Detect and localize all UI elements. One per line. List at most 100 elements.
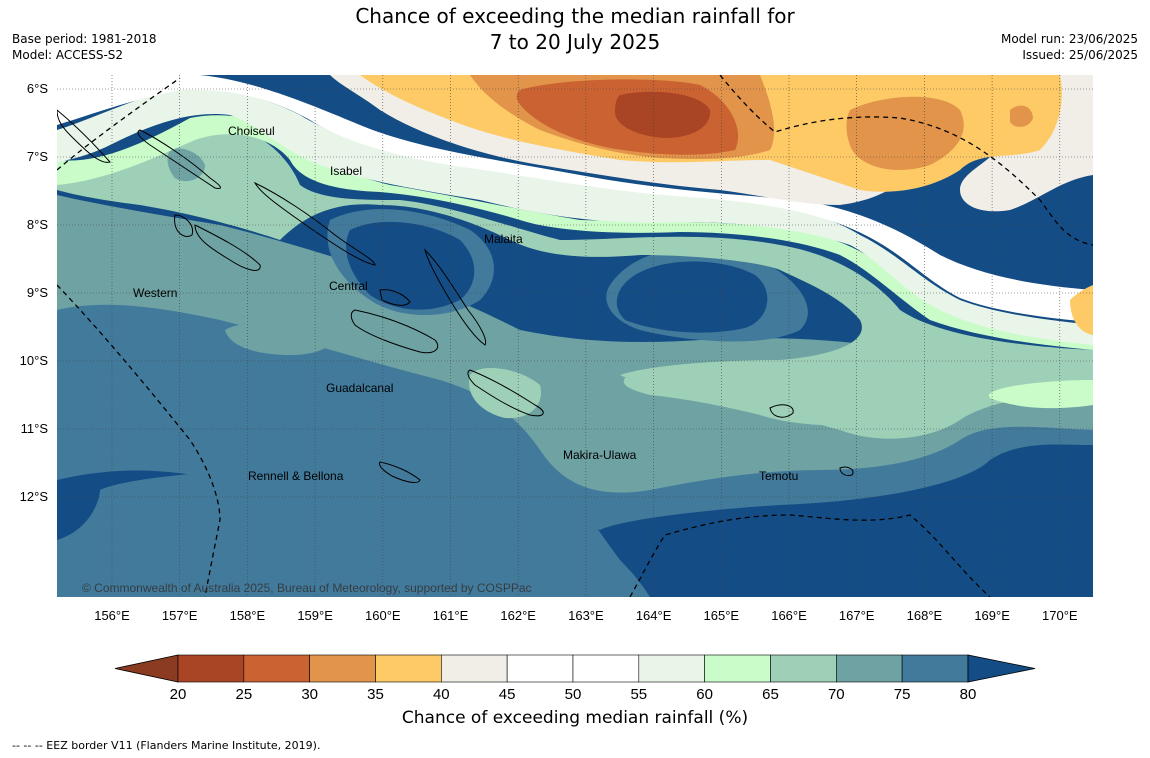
eez-footnote: -- -- -- EEZ border V11 (Flanders Marine…: [12, 739, 321, 752]
colorbar-swatch: [770, 654, 837, 683]
meta-left: Base period: 1981-2018 Model: ACCESS-S2: [12, 31, 157, 63]
band-35-east: [846, 96, 964, 170]
colorbar-swatch: [572, 654, 640, 683]
band-25: [615, 91, 711, 138]
band-75-center: [616, 261, 768, 333]
latitude-axis: 6°S 7°S 8°S 9°S 10°S 11°S 12°S: [20, 81, 49, 504]
colorbar: 20 25 30 35 40 45 50 55 60 65 70 75 80: [114, 654, 1036, 703]
island-vanikoro: [839, 466, 854, 476]
lat-tick-label: 10°S: [20, 353, 49, 368]
lat-tick-label: 8°S: [27, 217, 48, 232]
region-label-guadalcanal: Guadalcanal: [326, 381, 393, 395]
island-vella: [174, 214, 194, 237]
band-80-west-center: [346, 221, 475, 310]
meta-right: Model run: 23/06/2025 Issued: 25/06/2025: [1001, 31, 1138, 63]
colorbar-tick-label: 75: [894, 686, 911, 703]
region-label-malaita: Malaita: [484, 232, 523, 246]
model-run: Model run: 23/06/2025: [1000, 32, 1138, 46]
band-65-guadal: [469, 367, 541, 419]
island-new-georgia: [194, 224, 261, 271]
colorbar-swatch: [704, 654, 771, 683]
island-makira: [467, 369, 544, 417]
map-panel: Choiseul Isabel Malaita Western Central …: [57, 75, 1093, 597]
colorbar-low-extension: [114, 654, 179, 683]
base-period: Base period: 1981-2018: [12, 32, 157, 46]
colorbar-high-extension: [967, 654, 1036, 683]
island-rennell: [379, 461, 421, 484]
lon-tick-label: 157°E: [162, 608, 198, 623]
band-60: [57, 115, 1093, 409]
title-line-2: 7 to 20 July 2025: [489, 30, 661, 54]
colorbar-swatch: [243, 654, 310, 683]
copyright-notice: © Commonwealth of Australia 2025, Bureau…: [82, 581, 532, 595]
region-label-central: Central: [329, 279, 368, 293]
colorbar-label: Chance of exceeding median rainfall (%): [401, 708, 749, 728]
band-35-dot: [1010, 105, 1033, 127]
issued-date: Issued: 25/06/2025: [1022, 48, 1138, 62]
colorbar-swatch: [901, 654, 969, 683]
lon-tick-label: 158°E: [230, 608, 266, 623]
colorbar-swatch: [638, 654, 705, 683]
band-70-inset-2: [167, 148, 205, 182]
band-40-east: [1070, 285, 1093, 335]
region-label-isabel: Isabel: [330, 164, 362, 178]
lat-tick-label: 7°S: [27, 149, 48, 164]
colorbar-tick-label: 25: [235, 686, 252, 703]
colorbar-swatch: [441, 654, 508, 683]
lon-tick-label: 159°E: [297, 608, 333, 623]
colorbar-tick-label: 45: [499, 686, 516, 703]
island-malaita: [424, 248, 487, 346]
colorbar-swatch: [506, 654, 574, 683]
lon-tick-label: 170°E: [1042, 608, 1078, 623]
colorbar-swatch: [309, 654, 376, 683]
eez-border-northwest: [57, 77, 181, 171]
band-50-white: [57, 75, 1093, 322]
region-label-rennell-bellona: Rennell & Bellona: [248, 469, 344, 483]
graticule: [57, 75, 1093, 597]
colorbar-tick-label: 40: [433, 686, 450, 703]
lon-tick-label: 165°E: [704, 608, 740, 623]
colorbar-tick-label: 80: [960, 686, 977, 703]
lat-tick-label: 12°S: [20, 489, 49, 504]
lon-tick-label: 160°E: [365, 608, 401, 623]
region-label-choiseul: Choiseul: [228, 124, 275, 138]
eez-border-south: [629, 514, 991, 597]
eez-borders: [57, 75, 1093, 597]
island-ndende: [769, 404, 794, 418]
island-isabel: [253, 181, 376, 266]
band-75-south: [57, 440, 650, 597]
island-florida: [379, 289, 411, 306]
chart-title: Chance of exceeding the median rainfall …: [0, 3, 1150, 55]
longitude-axis: 156°E 157°E 158°E 159°E 160°E 161°E 162°E 163°E…: [94, 608, 1078, 623]
colorbar-tick-label: 65: [762, 686, 779, 703]
band-70-inset: [225, 321, 333, 355]
band-65: [57, 129, 1093, 439]
band-55: [57, 88, 1093, 345]
lon-tick-label: 163°E: [568, 608, 604, 623]
lon-tick-label: 166°E: [771, 608, 807, 623]
lon-tick-label: 168°E: [907, 608, 943, 623]
lat-tick-label: 9°S: [27, 285, 48, 300]
colorbar-swatch: [177, 654, 245, 683]
lon-tick-label: 169°E: [974, 608, 1010, 623]
title-line-1: Chance of exceeding the median rainfall …: [355, 4, 795, 28]
region-label-temotu: Temotu: [759, 469, 798, 483]
lon-tick-label: 161°E: [433, 608, 469, 623]
island-bougainville: [57, 109, 111, 163]
colorbar-tick-label: 60: [696, 686, 713, 703]
band-65-south: [623, 368, 931, 426]
colorbar-swatch: [835, 654, 903, 683]
colorbar-tick-label: 20: [170, 686, 187, 703]
eez-border-west: [57, 284, 221, 597]
region-label-western: Western: [133, 286, 177, 300]
colorbar-tick-label: 35: [367, 686, 384, 703]
colorbar-tick-label: 70: [828, 686, 845, 703]
islands: [57, 109, 854, 484]
island-guadalcanal: [350, 309, 439, 354]
lon-tick-label: 167°E: [839, 608, 875, 623]
lat-tick-label: 6°S: [27, 81, 48, 96]
colorbar-tick-label: 30: [301, 686, 318, 703]
colorbar-tick-label: 55: [630, 686, 647, 703]
lon-tick-label: 162°E: [500, 608, 536, 623]
